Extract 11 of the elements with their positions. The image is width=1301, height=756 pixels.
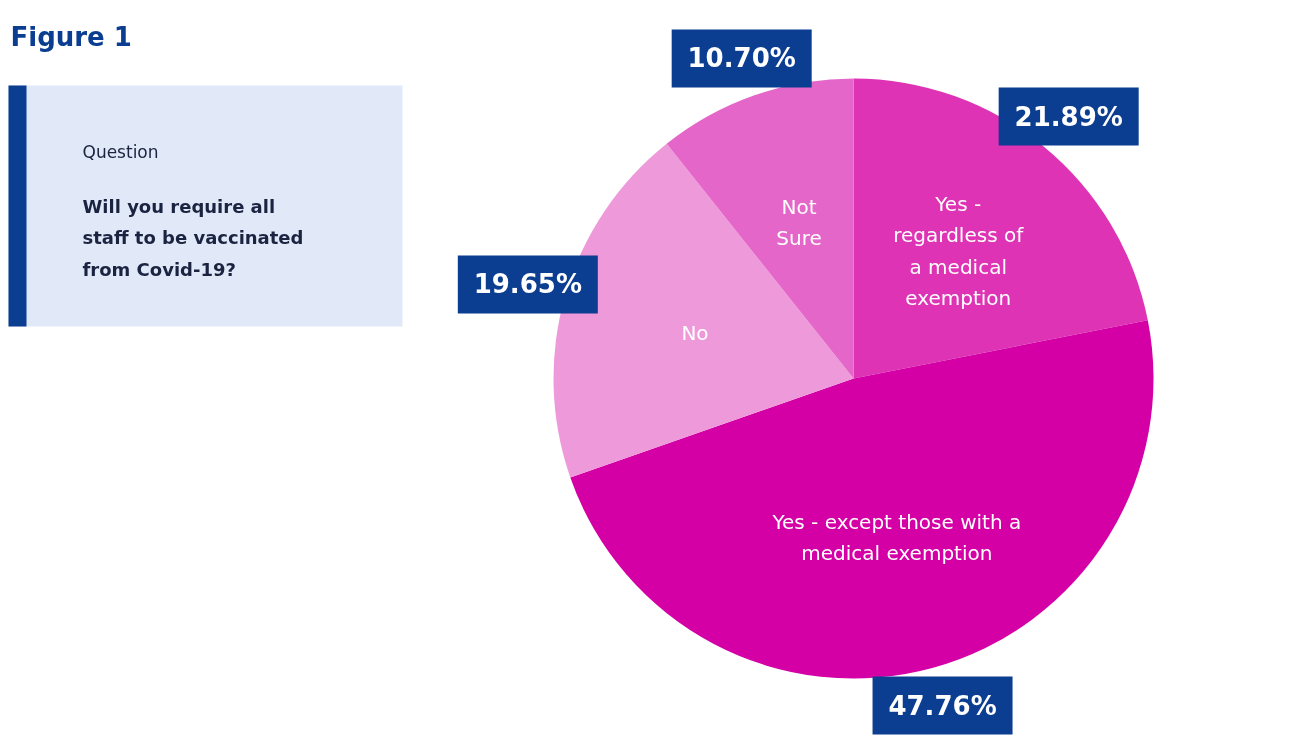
- text: Figure 1: [10, 21, 132, 52]
- data-label: 19.65%: [473, 269, 582, 300]
- slice-label: Yes - except those with a medical exemption: [771, 510, 1022, 566]
- text: Will you require all staff to be vaccinated from Covid-19?: [82, 195, 304, 280]
- slice-label: Yes - regardless of a medical exemption: [893, 192, 1025, 310]
- data-label: 21.89%: [1014, 101, 1123, 132]
- text: Question: [82, 141, 159, 162]
- data-label: 47.76%: [888, 690, 997, 721]
- data-label: 10.70%: [687, 43, 796, 74]
- slice-label: No: [681, 320, 709, 345]
- slice-label: Not Sure: [776, 195, 822, 251]
